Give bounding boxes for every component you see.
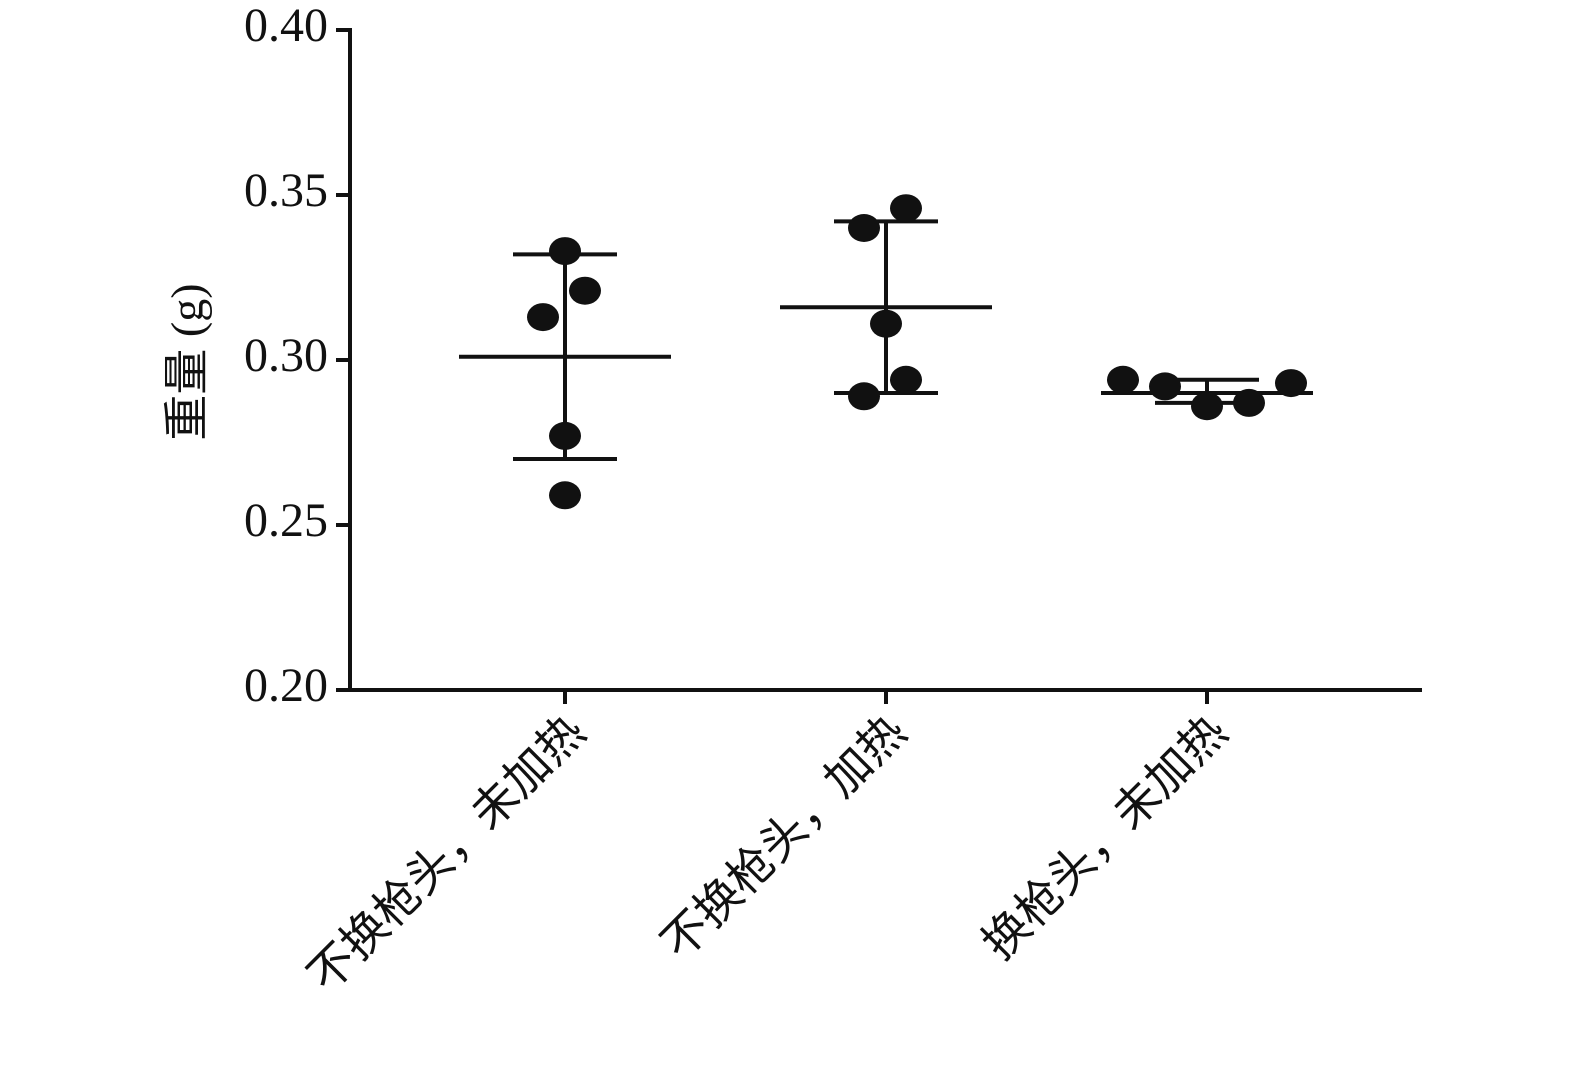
y-ticks: 0.20 0.25 0.30 0.35 0.40 <box>244 0 350 712</box>
data-point <box>1149 372 1181 401</box>
x-tick-label: 换枪头，未加热 <box>971 704 1237 970</box>
data-point <box>1233 388 1265 417</box>
data-point <box>890 365 922 394</box>
x-tick-label: 不换枪头，未加热 <box>297 704 595 1002</box>
y-axis-label: 重量 (g) <box>162 283 213 440</box>
data-point <box>848 214 880 242</box>
data-point <box>870 309 902 338</box>
data-point <box>1191 392 1223 421</box>
data-point <box>848 382 880 411</box>
group-1 <box>459 237 671 510</box>
data-point <box>890 194 922 223</box>
y-tick-label: 0.25 <box>244 494 328 547</box>
group-2 <box>780 194 992 411</box>
data-point <box>549 237 581 266</box>
data-point <box>1275 369 1307 398</box>
y-tick-label: 0.40 <box>244 0 328 52</box>
data-point <box>549 421 581 450</box>
group-3 <box>1101 365 1313 421</box>
data-point <box>1107 365 1139 394</box>
y-tick-label: 0.35 <box>244 164 328 217</box>
x-tick-labels: 不换枪头，未加热 不换枪头，加热 换枪头，未加热 <box>297 704 1237 1002</box>
data-point <box>549 481 581 510</box>
y-tick-label: 0.20 <box>244 659 328 712</box>
x-tick-label: 不换枪头，加热 <box>650 704 916 970</box>
y-tick-label: 0.30 <box>244 329 328 382</box>
data-marks <box>459 194 1313 510</box>
data-point <box>569 276 601 305</box>
data-point <box>527 303 559 332</box>
